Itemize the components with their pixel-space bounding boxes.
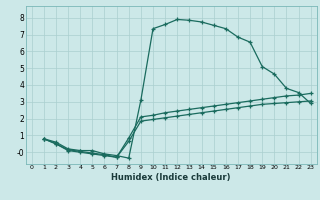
X-axis label: Humidex (Indice chaleur): Humidex (Indice chaleur) (111, 173, 231, 182)
